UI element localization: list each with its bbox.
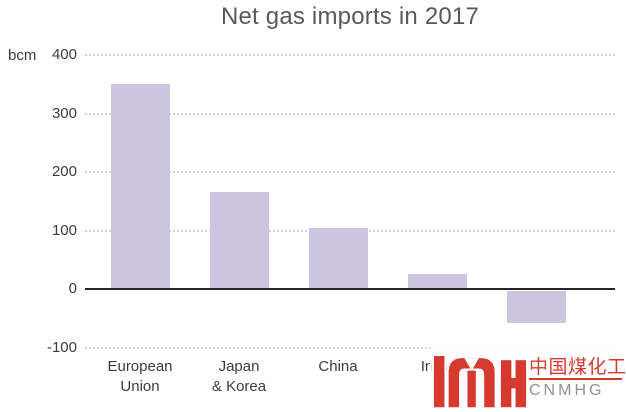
y-gridline [85, 171, 615, 173]
chart-title: Net gas imports in 2017 [220, 3, 480, 30]
logo-latin-text: CNMHG [529, 382, 605, 399]
x-category-label: European Union [107, 358, 173, 396]
logo-chinese-text: 中国煤化工 [529, 357, 626, 378]
y-tick-label: 0 [68, 280, 77, 297]
y-tick-label: 200 [51, 163, 77, 180]
y-tick-label: -100 [46, 338, 77, 356]
bar [110, 84, 170, 289]
x-category-label: China [318, 358, 358, 375]
y-tick-label: 300 [51, 104, 77, 122]
y-axis-unit-label: bcm [8, 47, 37, 64]
x-axis-zero-line [85, 288, 615, 290]
y-tick-label: 400 [51, 46, 77, 63]
bar [407, 274, 467, 289]
cnmhg-monogram-icon [434, 356, 526, 408]
cnmhg-watermark-logo: 中国煤化工 CNMHG [430, 345, 626, 412]
bar [506, 291, 566, 324]
logo-divider [529, 378, 622, 380]
y-gridline [85, 54, 615, 56]
bar [308, 227, 368, 289]
y-gridline [85, 346, 615, 349]
bar [209, 192, 269, 289]
y-gridline [85, 112, 615, 115]
y-tick-label: 100 [51, 221, 77, 239]
x-category-label: Japan & Korea [211, 358, 267, 396]
